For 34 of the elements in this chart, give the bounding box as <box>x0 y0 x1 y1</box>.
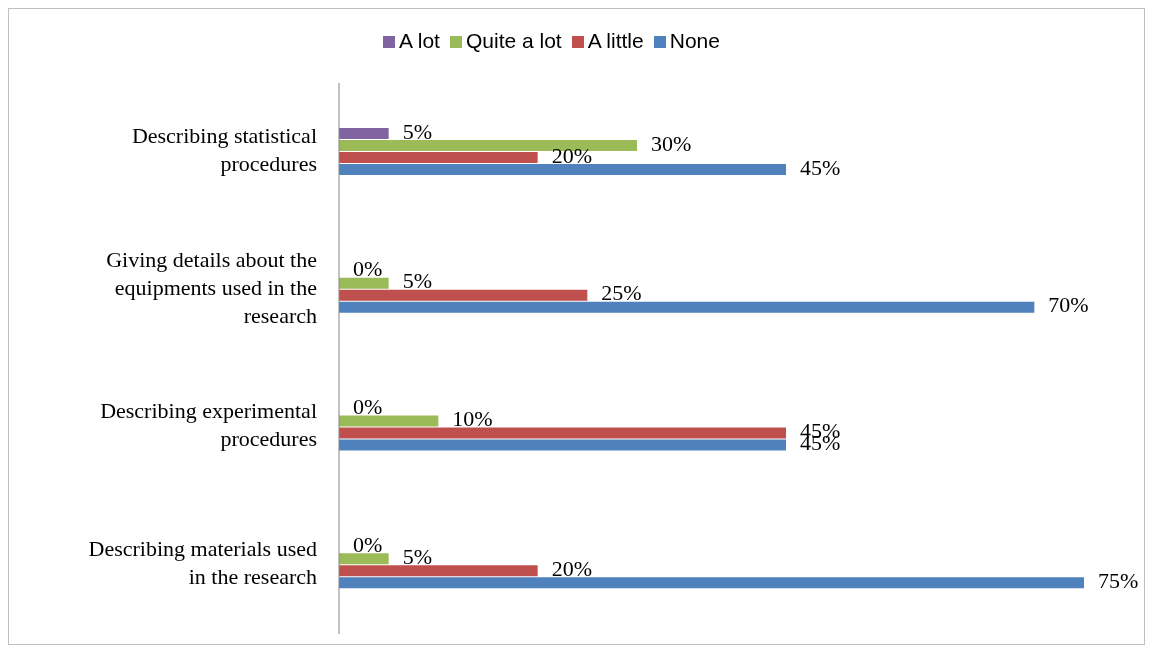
data-label: 5% <box>402 118 432 144</box>
bar <box>339 577 1084 589</box>
data-label: 0% <box>353 531 383 557</box>
bar <box>339 439 786 451</box>
y-tick-label: Giving details about the equipments used in the research <box>106 246 317 328</box>
data-label: 5% <box>402 268 432 294</box>
y-tick-label: Describing experimental procedures <box>100 398 317 452</box>
data-label: 0% <box>353 256 383 282</box>
legend-label: None <box>669 29 720 52</box>
bar <box>339 128 389 139</box>
y-tick-label: Describing statistical procedures <box>131 122 317 176</box>
bar <box>339 553 389 565</box>
data-label: 45% <box>800 154 841 180</box>
legend-label: A little <box>587 29 644 52</box>
bar <box>339 164 786 175</box>
bar <box>339 152 538 163</box>
data-label: 10% <box>452 406 493 432</box>
data-label: 25% <box>601 280 642 306</box>
bar <box>339 140 637 151</box>
legend-label: Quite a lot <box>465 29 562 52</box>
data-label: 20% <box>551 555 592 581</box>
bar <box>339 565 538 577</box>
bar <box>339 277 389 289</box>
bar <box>339 415 439 427</box>
data-label: 30% <box>651 130 692 156</box>
bar <box>339 289 588 301</box>
data-label: 5% <box>402 543 432 569</box>
data-label: 0% <box>353 394 383 420</box>
bar <box>339 301 1035 313</box>
bar <box>339 427 786 439</box>
legend-label: A lot <box>399 29 440 52</box>
data-label: 75% <box>1098 567 1139 593</box>
y-tick-label: Describing materials used in the research <box>88 536 317 590</box>
data-label: 70% <box>1048 292 1089 318</box>
